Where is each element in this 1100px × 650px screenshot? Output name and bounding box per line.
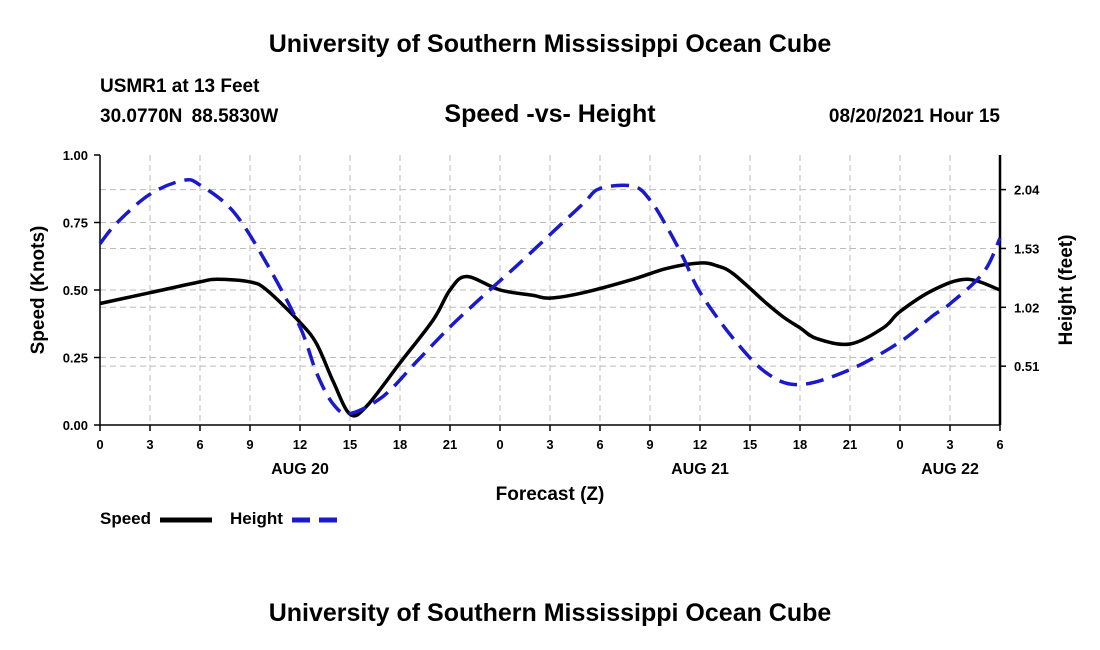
y-tick-label: 0.00 [63, 418, 88, 433]
x-tick-label: 12 [293, 437, 307, 452]
x-tick-label: 18 [793, 437, 807, 452]
y-tick-label: 1.00 [63, 148, 88, 163]
x-tick-label: 12 [693, 437, 707, 452]
legend-height-label: Height [230, 509, 283, 528]
legend-speed-label: Speed [100, 509, 152, 528]
page-title: University of Southern Mississippi Ocean… [268, 30, 832, 58]
x-tick-label: 9 [246, 437, 253, 452]
chart-title: Speed -vs- Height [444, 100, 656, 128]
x-tick-label: 18 [393, 437, 407, 452]
height-series-line [98, 177, 1002, 416]
x-tick-label: 15 [343, 437, 357, 452]
y-tick-label: 0.50 [63, 283, 88, 298]
y2-tick-label: 1.53 [1014, 241, 1039, 256]
y2-tick-label: 1.02 [1014, 300, 1039, 315]
x-tick-label: 21 [843, 437, 857, 452]
station-coordinates: 30.0770N 88.5830W [100, 106, 279, 127]
x-tick-label: 6 [596, 437, 603, 452]
x-tick-label: 0 [496, 437, 503, 452]
x-tick-label: 0 [96, 437, 103, 452]
x-tick-label: 21 [443, 437, 457, 452]
x-tick-label: 3 [946, 437, 953, 452]
x-tick-label: 3 [146, 437, 153, 452]
x-tick-label: 6 [996, 437, 1003, 452]
y-tick-label: 0.25 [63, 351, 88, 366]
x-tick-label: 9 [646, 437, 653, 452]
y2-tick-label: 2.04 [1014, 183, 1040, 198]
x-axis-title: Forecast (Z) [496, 484, 605, 505]
footer-title: University of Southern Mississippi Ocean… [268, 599, 832, 627]
date-label: AUG 22 [921, 461, 979, 478]
speed-series-line [99, 261, 1001, 418]
date-label: AUG 21 [671, 461, 729, 478]
y2-tick-label: 0.51 [1014, 359, 1039, 374]
x-tick-label: 15 [743, 437, 757, 452]
x-tick-label: 0 [896, 437, 903, 452]
y2-axis-title: Height (feet) [1056, 235, 1077, 346]
forecast-datestamp: 08/20/2021 Hour 15 [828, 106, 1000, 127]
date-label: AUG 20 [271, 461, 329, 478]
x-tick-label: 3 [546, 437, 553, 452]
y-tick-label: 0.75 [63, 216, 88, 231]
station-label: USMR1 at 13 Feet [100, 76, 260, 97]
x-tick-label: 6 [196, 437, 203, 452]
y-axis-title: Speed (Knots) [28, 226, 49, 355]
